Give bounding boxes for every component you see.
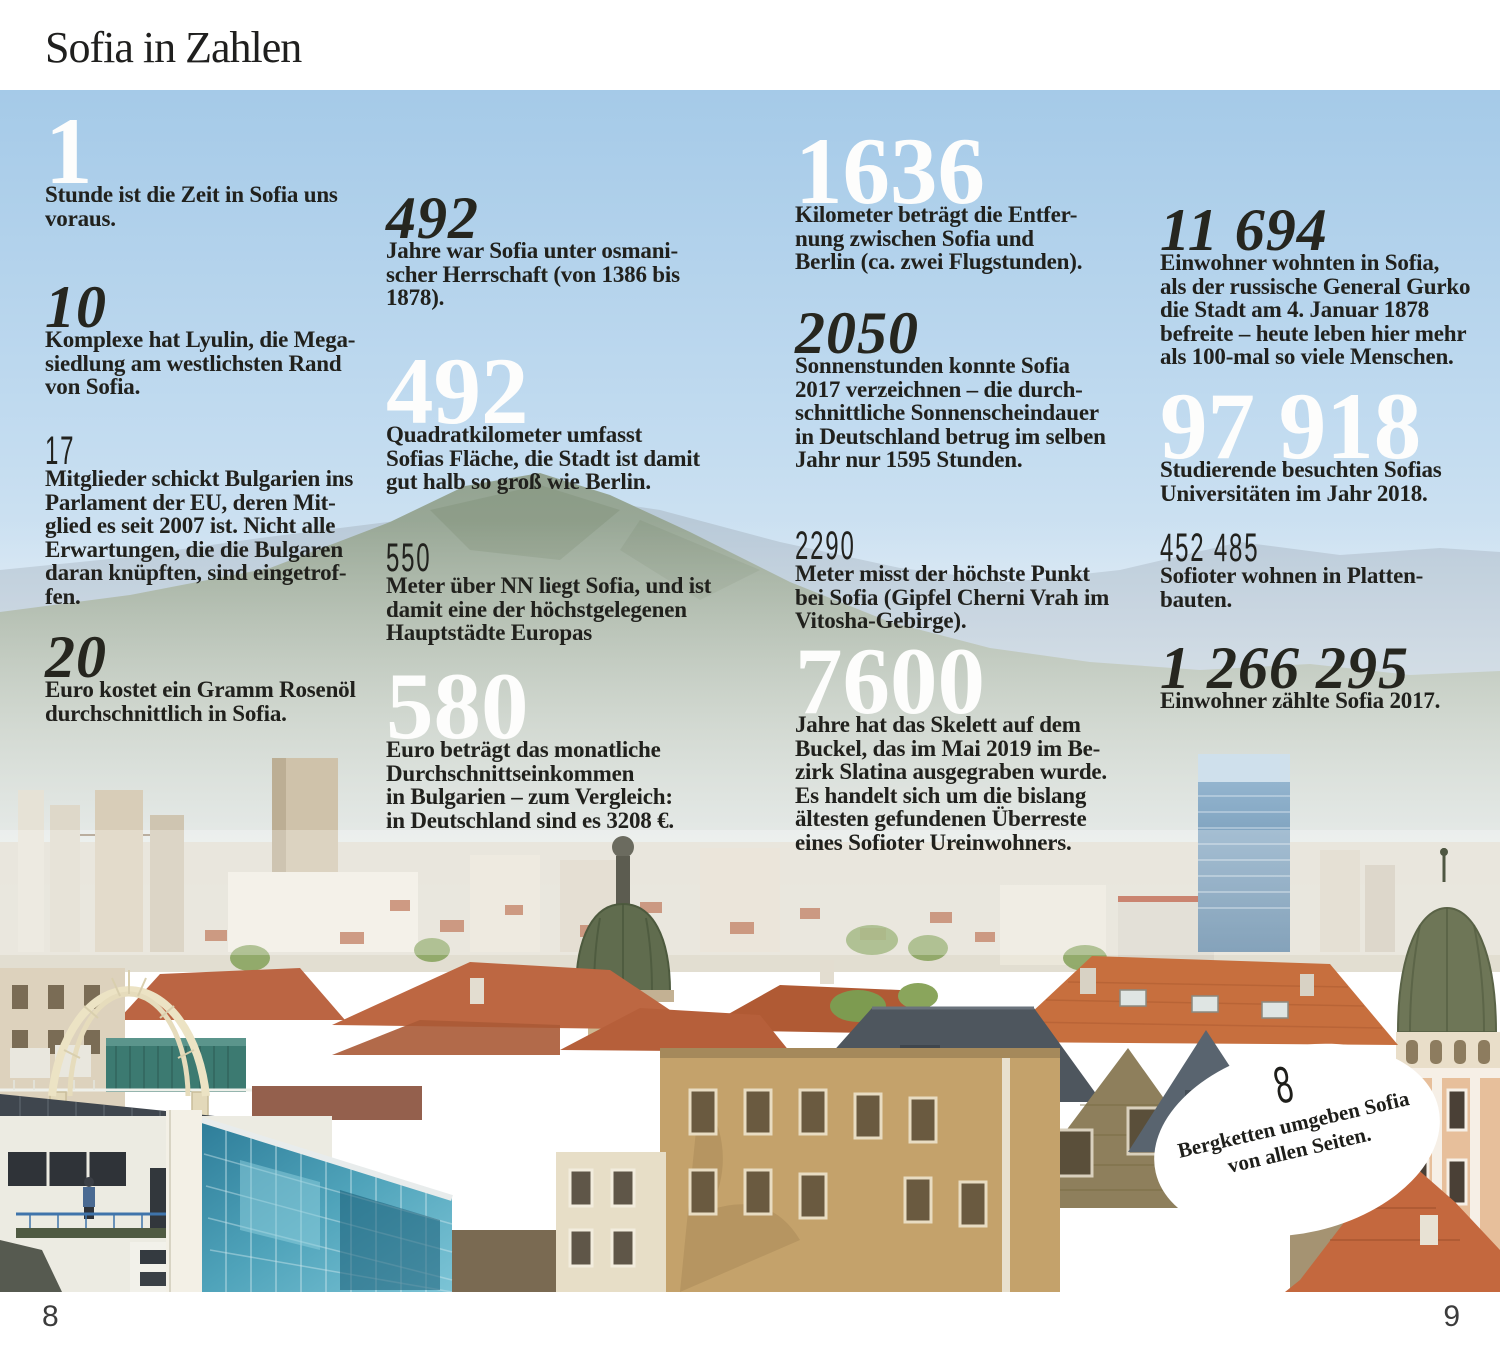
stat-number: 97 918 <box>1160 373 1422 479</box>
stat-number: 1 <box>45 98 93 204</box>
stat-text: Komplexe hat Lyulin, die Mega- siedlung … <box>45 327 356 400</box>
stat-elevation: 550 Meter über NN liegt Sofia, und ist d… <box>386 536 731 646</box>
stat-text: Einwohner wohnten in Sofia, als der russ… <box>1160 250 1471 370</box>
stat-text: Sofioter wohnen in Platten- bauten. <box>1160 563 1424 612</box>
stat-rose-oil-price: 20 Euro kostet ein Gramm Rosenöl durchsc… <box>45 624 390 726</box>
page-number-left: 8 <box>42 1300 59 1333</box>
stat-number: 10 <box>45 274 107 340</box>
stat-text: Mitglieder schickt Bulgarien ins Parlame… <box>45 466 354 609</box>
distant-skyline <box>0 754 1500 972</box>
stat-population-2017: 1 266 295 Einwohner zählte Sofia 2017. <box>1160 635 1500 713</box>
stat-students: 97 918 Studierende besuchten Sofias Univ… <box>1160 373 1500 506</box>
stat-number: 492 <box>386 338 529 444</box>
stat-number: 2050 <box>795 300 919 366</box>
stat-text: Quadratkilometer umfasst Sofias Fläche, … <box>386 422 700 495</box>
stat-average-income: 580 Euro beträgt das monatliche Durchsch… <box>386 653 731 833</box>
stat-ottoman-years: 492 Jahre war Sofia unter osmani- scher … <box>386 185 731 311</box>
stat-number: 2290 <box>795 524 856 568</box>
stat-highest-point: 2290 Meter misst der höchste Punkt bei S… <box>795 524 1140 634</box>
stat-number: 452 485 <box>1160 526 1260 570</box>
stat-text: Meter misst der höchste Punkt bei Sofia … <box>795 561 1110 634</box>
stat-text: Sonnenstunden konnte Sofia 2017 verzeich… <box>795 353 1106 473</box>
stat-prefab-residents: 452 485 Sofioter wohnen in Platten- baut… <box>1160 526 1500 612</box>
stat-city-area: 492 Quadratkilometer umfasst Sofias Fläc… <box>386 338 731 495</box>
stat-number: 7600 <box>795 628 985 734</box>
stat-hour-offset: 1 Stunde ist die Zeit in Sofia uns vorau… <box>45 98 390 231</box>
stat-lyulin-complexes: 10 Komplexe hat Lyulin, die Mega- siedlu… <box>45 274 390 400</box>
sofia-cityscape-photo <box>0 90 1500 1292</box>
stat-text: Jahre hat das Skelett auf dem Buckel, da… <box>795 712 1107 855</box>
foreground-left <box>0 970 453 1292</box>
stat-text: Euro kostet ein Gramm Rosenöl durchschni… <box>45 677 356 726</box>
page-footer: 8 9 <box>0 1292 1500 1357</box>
stat-population-1878: 11 694 Einwohner wohnten in Sofia, als d… <box>1160 197 1500 370</box>
stat-text: Euro beträgt das monatliche Durchschnitt… <box>386 737 674 833</box>
stat-number: 17 <box>45 429 76 473</box>
stat-number: 492 <box>386 185 479 251</box>
stat-eu-members: 17 Mitglieder schickt Bulgarien ins Parl… <box>45 429 390 609</box>
stat-distance-berlin: 1636 Kilometer beträgt die Entfer- nung … <box>795 118 1140 275</box>
stat-text: Einwohner zählte Sofia 2017. <box>1160 688 1441 713</box>
stat-number: 20 <box>45 624 107 690</box>
stat-text: Jahre war Sofia unter osmani- scher Herr… <box>386 238 680 311</box>
stat-sunshine-hours: 2050 Sonnenstunden konnte Sofia 2017 ver… <box>795 300 1140 473</box>
stat-text: Studierende besuchten Sofias Universität… <box>1160 457 1442 506</box>
stat-text: Stunde ist die Zeit in Sofia uns voraus. <box>45 182 338 231</box>
stat-number: 11 694 <box>1160 197 1328 263</box>
foreground-right <box>452 1030 1500 1292</box>
stat-number: 1636 <box>795 118 985 224</box>
stat-number: 1 266 295 <box>1160 635 1409 701</box>
stat-skeleton-age: 7600 Jahre hat das Skelett auf dem Bucke… <box>795 628 1140 855</box>
stat-text: Kilometer beträgt die Entfer- nung zwisc… <box>795 202 1083 275</box>
page-title: Sofia in Zahlen <box>45 23 302 72</box>
stat-number: 550 <box>386 536 432 580</box>
page-number-right: 9 <box>1443 1300 1460 1333</box>
page-header: Sofia in Zahlen <box>0 0 1500 90</box>
stat-number: 580 <box>386 653 529 759</box>
stat-text: Meter über NN liegt Sofia, und ist damit… <box>386 573 712 646</box>
